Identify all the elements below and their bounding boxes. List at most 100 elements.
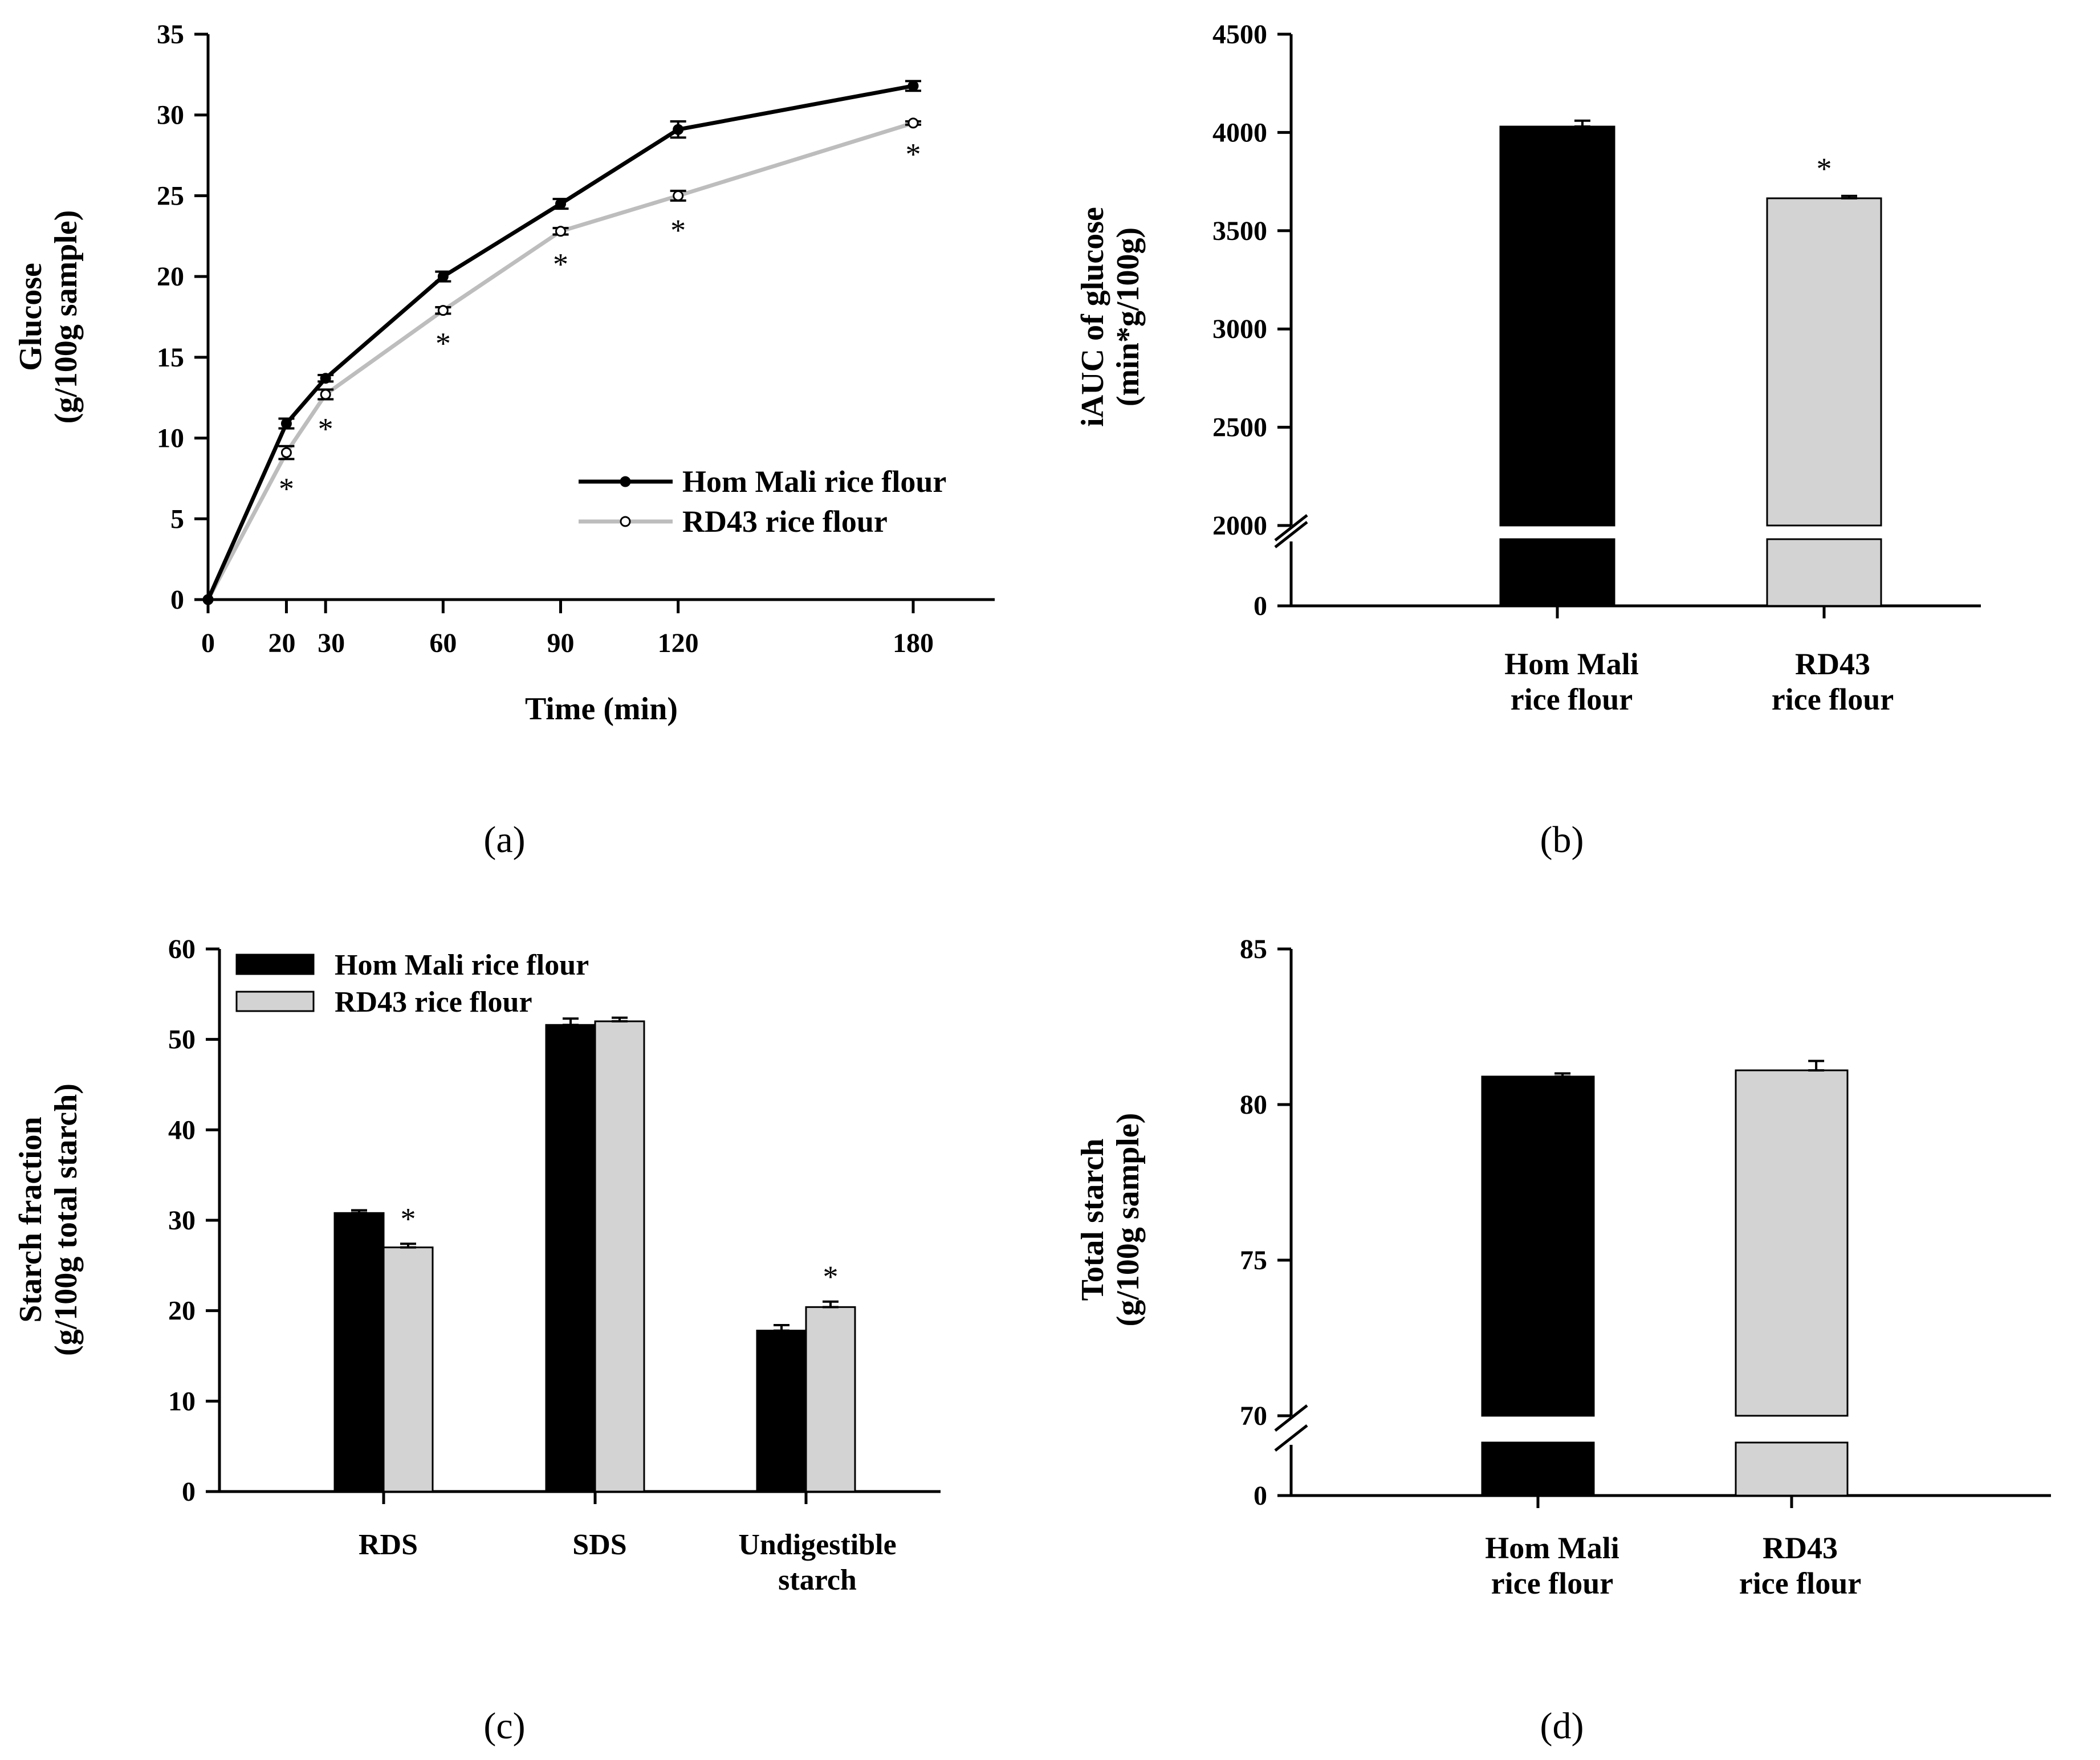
significance-asterisk: * <box>906 137 921 172</box>
significance-asterisk: * <box>1817 152 1832 186</box>
data-point-hom-mali <box>907 80 919 92</box>
legend-label: Hom Mali rice flour <box>335 949 589 981</box>
category-label: Hom Mali <box>1504 647 1638 681</box>
panel-c-grouped-bar-chart: 0 10 20 30 40 50 60 Starch fraction(g/100g tota… <box>13 934 941 1747</box>
y-tick-label: 40 <box>168 1115 196 1145</box>
x-axis-title: Time (min) <box>525 691 678 727</box>
legend-swatch <box>235 954 315 975</box>
y-axis-title-line: (min*g/100g) <box>1110 227 1146 406</box>
y-axis-title-line: (g/100g total starch) <box>48 1083 84 1356</box>
y-tick-label: 3000 <box>1212 314 1267 344</box>
y-tick-label: 70 <box>1240 1401 1267 1431</box>
legend-marker <box>620 516 631 527</box>
significance-asterisk: * <box>436 326 451 360</box>
y-tick-label: 30 <box>168 1205 196 1236</box>
bar <box>1766 197 1882 527</box>
data-point-rd43 <box>555 226 566 237</box>
bar <box>1735 1069 1849 1417</box>
y-tick-label: 50 <box>168 1025 196 1055</box>
data-point-rd43 <box>907 117 919 129</box>
y-tick-label: 10 <box>157 423 184 454</box>
significance-asterisk: * <box>401 1201 416 1236</box>
bar <box>1499 125 1615 527</box>
bar-hom-mali <box>333 1212 385 1493</box>
category-label: RDS <box>359 1529 418 1561</box>
y-axis-title-line: Starch fraction <box>13 1117 48 1322</box>
bar <box>1481 1075 1595 1417</box>
data-point-hom-mali <box>320 373 331 384</box>
bar-segment-lower <box>1766 538 1882 607</box>
y-tick-label: 3500 <box>1212 216 1267 246</box>
y-tick-label: 10 <box>168 1386 196 1416</box>
y-tick-label: 5 <box>170 504 184 534</box>
category-label: rice flour <box>1491 1566 1613 1600</box>
y-tick-label: 0 <box>1254 1481 1267 1511</box>
x-tick-label: 0 <box>201 628 215 658</box>
bar-rd43 <box>805 1306 856 1493</box>
category-label: rice flour <box>1511 682 1633 716</box>
panel-a-line-chart: 0 5 10 15 20 25 30 35 0 20 30 60 90 120 180 Time (min) G… <box>13 19 995 861</box>
y-axis-title-line: Total starch <box>1075 1139 1110 1301</box>
y-tick-label: 75 <box>1240 1245 1267 1276</box>
panel-label: (b) <box>1540 819 1584 861</box>
category-label: RD43 <box>1763 1531 1838 1565</box>
y-axis-title-line: iAUC of glucose <box>1075 207 1110 427</box>
y-tick-label: 85 <box>1240 934 1267 964</box>
data-point-hom-mali <box>555 198 566 210</box>
bar-hom-mali <box>545 1024 596 1493</box>
y-tick-label: 4500 <box>1212 19 1267 50</box>
panel-label: (c) <box>483 1705 525 1747</box>
x-tick-label: 20 <box>268 628 295 658</box>
data-point-rd43 <box>280 447 292 458</box>
legend-marker <box>620 476 631 487</box>
data-point-rd43 <box>320 389 331 400</box>
y-axis-title: Glucose(g/100g sample) <box>13 210 84 424</box>
y-tick-label: 0 <box>182 1477 196 1507</box>
data-point-hom-mali <box>202 594 214 605</box>
axis-break-mark <box>1274 521 1308 548</box>
significance-asterisk: * <box>823 1260 839 1294</box>
x-tick-label: 30 <box>318 628 345 658</box>
data-point-hom-mali <box>437 271 449 282</box>
bar-rd43 <box>594 1020 645 1493</box>
category-label: rice flour <box>1739 1566 1861 1600</box>
y-tick-label: 20 <box>157 262 184 292</box>
category-label: SDS <box>572 1529 626 1561</box>
y-tick-label: 2500 <box>1212 413 1267 443</box>
y-tick-label: 0 <box>1254 591 1267 621</box>
y-tick-label: 2000 <box>1212 511 1267 541</box>
data-point-rd43 <box>673 190 684 201</box>
x-tick-label: 90 <box>547 628 575 658</box>
y-axis-title-line: (g/100g sample) <box>48 210 84 424</box>
data-point-hom-mali <box>673 124 684 135</box>
panel-b-bar-chart: 0 2000 2500 3000 3500 4000 4500 iAUC of glucose… <box>1075 19 1981 861</box>
data-point-rd43 <box>437 305 449 316</box>
legend-label: RD43 rice flour <box>335 986 532 1018</box>
significance-asterisk: * <box>318 412 333 446</box>
category-label: rice flour <box>1772 682 1894 716</box>
legend-swatch <box>235 991 315 1012</box>
y-tick-label: 60 <box>168 934 196 964</box>
panel-d-bar-chart: 0 70 75 80 85 Total starch(g/100g sample) Hom … <box>1075 934 2051 1747</box>
x-tick-label: 120 <box>658 628 699 658</box>
bar-segment-lower <box>1735 1441 1849 1497</box>
y-tick-label: 35 <box>157 19 184 50</box>
y-tick-label: 4000 <box>1212 117 1267 148</box>
y-tick-label: 15 <box>157 343 184 373</box>
y-tick-label: 0 <box>170 585 184 615</box>
axis-break-mark <box>1274 1404 1308 1432</box>
legend-label: Hom Mali rice flour <box>682 465 946 499</box>
bar-hom-mali <box>756 1330 807 1493</box>
bar-segment-lower <box>1499 538 1615 607</box>
axis-break-mark <box>1274 514 1308 541</box>
x-tick-label: 180 <box>893 628 934 658</box>
y-axis-title: iAUC of glucose(min*g/100g) <box>1075 207 1146 427</box>
y-axis-title: Total starch(g/100g sample) <box>1075 1113 1146 1327</box>
y-tick-label: 20 <box>168 1296 196 1326</box>
axis-break-mark <box>1274 1424 1308 1452</box>
y-axis-title: Starch fraction(g/100g total starch) <box>13 1083 84 1356</box>
y-tick-label: 80 <box>1240 1090 1267 1120</box>
data-point-hom-mali <box>280 418 292 429</box>
category-label: starch <box>778 1564 857 1596</box>
